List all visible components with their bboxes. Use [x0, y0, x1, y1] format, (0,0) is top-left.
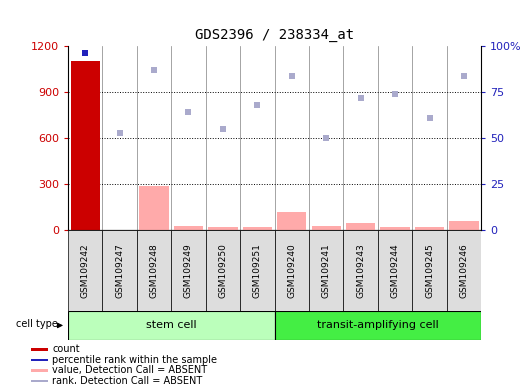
Bar — [137, 230, 172, 311]
Bar — [415, 227, 444, 230]
Bar — [140, 186, 169, 230]
Bar — [68, 311, 275, 340]
Text: GSM109247: GSM109247 — [115, 243, 124, 298]
Bar — [275, 311, 481, 340]
Text: GSM109248: GSM109248 — [150, 243, 158, 298]
Bar — [380, 227, 410, 230]
Bar — [312, 226, 341, 230]
Text: GSM109244: GSM109244 — [391, 243, 400, 298]
Text: rank, Detection Call = ABSENT: rank, Detection Call = ABSENT — [52, 376, 202, 384]
Bar — [378, 230, 412, 311]
Text: GSM109249: GSM109249 — [184, 243, 193, 298]
Text: GSM109250: GSM109250 — [219, 243, 228, 298]
Text: percentile rank within the sample: percentile rank within the sample — [52, 355, 217, 365]
Bar — [208, 227, 237, 230]
Bar — [309, 230, 344, 311]
Text: GSM109246: GSM109246 — [459, 243, 469, 298]
Bar — [206, 230, 240, 311]
Text: GSM109241: GSM109241 — [322, 243, 331, 298]
Bar — [31, 359, 48, 361]
Bar — [31, 369, 48, 372]
Text: GSM109245: GSM109245 — [425, 243, 434, 298]
Text: stem cell: stem cell — [146, 320, 197, 331]
Bar — [346, 223, 376, 230]
Bar — [172, 230, 206, 311]
Text: GSM109240: GSM109240 — [287, 243, 297, 298]
Text: GSM109243: GSM109243 — [356, 243, 365, 298]
Text: transit-amplifying cell: transit-amplifying cell — [317, 320, 439, 331]
Text: cell type: cell type — [16, 319, 59, 329]
Bar — [174, 226, 203, 230]
Bar — [103, 230, 137, 311]
Bar — [449, 221, 479, 230]
Bar — [344, 230, 378, 311]
Bar — [447, 230, 481, 311]
Bar — [31, 348, 48, 351]
Bar — [277, 212, 306, 230]
Text: GSM109242: GSM109242 — [81, 243, 90, 298]
Bar — [68, 230, 103, 311]
Text: count: count — [52, 344, 79, 354]
Bar — [240, 230, 275, 311]
Bar — [412, 230, 447, 311]
Title: GDS2396 / 238334_at: GDS2396 / 238334_at — [195, 28, 354, 42]
Bar — [71, 61, 100, 230]
Bar — [31, 380, 48, 382]
Bar — [243, 227, 272, 230]
Text: value, Detection Call = ABSENT: value, Detection Call = ABSENT — [52, 366, 207, 376]
Text: GSM109251: GSM109251 — [253, 243, 262, 298]
Bar — [275, 230, 309, 311]
